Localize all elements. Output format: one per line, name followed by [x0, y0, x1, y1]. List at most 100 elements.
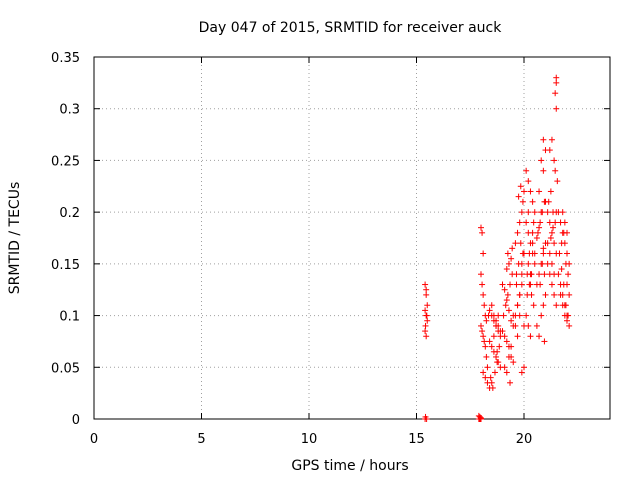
data-point — [481, 338, 488, 345]
data-point — [514, 229, 521, 236]
data-point — [525, 322, 532, 329]
data-point — [545, 198, 552, 205]
data-point — [486, 338, 493, 345]
data-point — [509, 245, 516, 252]
data-point — [480, 250, 487, 257]
data-point — [539, 260, 546, 267]
data-point — [483, 317, 490, 324]
data-point — [516, 312, 523, 319]
data-point — [499, 281, 506, 288]
data-point — [550, 224, 557, 231]
data-point — [557, 291, 564, 298]
data-point — [564, 229, 570, 236]
data-point — [478, 322, 484, 329]
x-ticks: 0 5 10 15 20 — [90, 57, 532, 447]
data-point — [553, 79, 560, 86]
x-tick-label: 15 — [408, 432, 425, 447]
data-point — [559, 209, 566, 216]
x-tick-label: 0 — [90, 432, 98, 447]
data-point — [517, 183, 524, 190]
chart-title: Day 047 of 2015, SRMTID for receiver auc… — [199, 20, 503, 36]
data-point — [555, 271, 562, 278]
data-point — [540, 250, 547, 257]
data-point — [541, 271, 548, 278]
data-point — [523, 167, 530, 174]
data-point — [503, 266, 510, 273]
data-point — [551, 291, 558, 298]
data-point — [527, 188, 534, 195]
data-point — [503, 297, 510, 304]
data-point — [540, 136, 547, 143]
plot-area-border — [93, 56, 611, 420]
data-point — [518, 281, 525, 288]
data-point — [495, 312, 502, 319]
data-point — [531, 260, 538, 267]
data-point — [503, 369, 510, 376]
data-point — [514, 333, 521, 340]
data-point — [525, 209, 532, 216]
data-point — [564, 250, 570, 257]
data-point — [525, 178, 532, 185]
data-point — [556, 250, 563, 257]
data-point — [478, 224, 484, 231]
data-point — [528, 271, 535, 278]
data-point — [487, 374, 494, 381]
data-point — [482, 374, 489, 381]
data-point — [480, 333, 487, 340]
data-point — [523, 219, 530, 226]
data-point — [551, 240, 558, 247]
data-point — [540, 167, 547, 174]
data-point — [566, 291, 573, 298]
data-point — [537, 219, 544, 226]
y-tick-label: 0.35 — [51, 51, 80, 66]
data-point — [488, 343, 495, 350]
data-point — [478, 271, 484, 278]
data-point — [531, 209, 538, 216]
data-point — [480, 291, 487, 298]
data-point — [518, 260, 525, 267]
data-point — [544, 209, 551, 216]
data-point — [524, 291, 531, 298]
data-point — [482, 343, 489, 350]
data-point — [512, 322, 519, 329]
data-point — [552, 167, 559, 174]
data-point — [564, 317, 570, 324]
data-point — [547, 235, 554, 241]
data-point — [551, 157, 558, 164]
data-point — [493, 317, 500, 324]
data-point — [530, 302, 537, 309]
data-point — [553, 302, 560, 309]
data-point — [548, 229, 555, 236]
data-point — [508, 343, 515, 350]
data-point — [554, 178, 561, 185]
data-point — [507, 379, 514, 386]
data-point — [558, 240, 565, 247]
data-point — [512, 240, 519, 247]
data-point — [538, 157, 545, 164]
data-point — [521, 188, 527, 195]
data-point — [484, 364, 491, 371]
data-point — [423, 286, 430, 293]
data-point — [518, 369, 525, 376]
data-point — [422, 281, 429, 288]
data-point — [566, 322, 573, 329]
data-point — [499, 328, 506, 335]
data-point — [508, 317, 515, 324]
data-point — [510, 359, 517, 366]
data-point — [538, 209, 545, 216]
data-point — [519, 250, 526, 257]
data-point — [536, 271, 543, 278]
data-point — [542, 291, 549, 298]
data-point — [496, 343, 503, 350]
data-point — [488, 379, 495, 386]
data-point — [501, 333, 508, 340]
data-point — [533, 235, 540, 241]
data-point — [558, 266, 565, 273]
data-point — [536, 224, 543, 231]
y-tick-label: 0.05 — [51, 361, 80, 376]
data-point — [527, 333, 534, 340]
data-point — [508, 255, 515, 262]
data-point — [536, 333, 543, 340]
data-point — [519, 198, 526, 205]
data-point — [514, 302, 521, 309]
